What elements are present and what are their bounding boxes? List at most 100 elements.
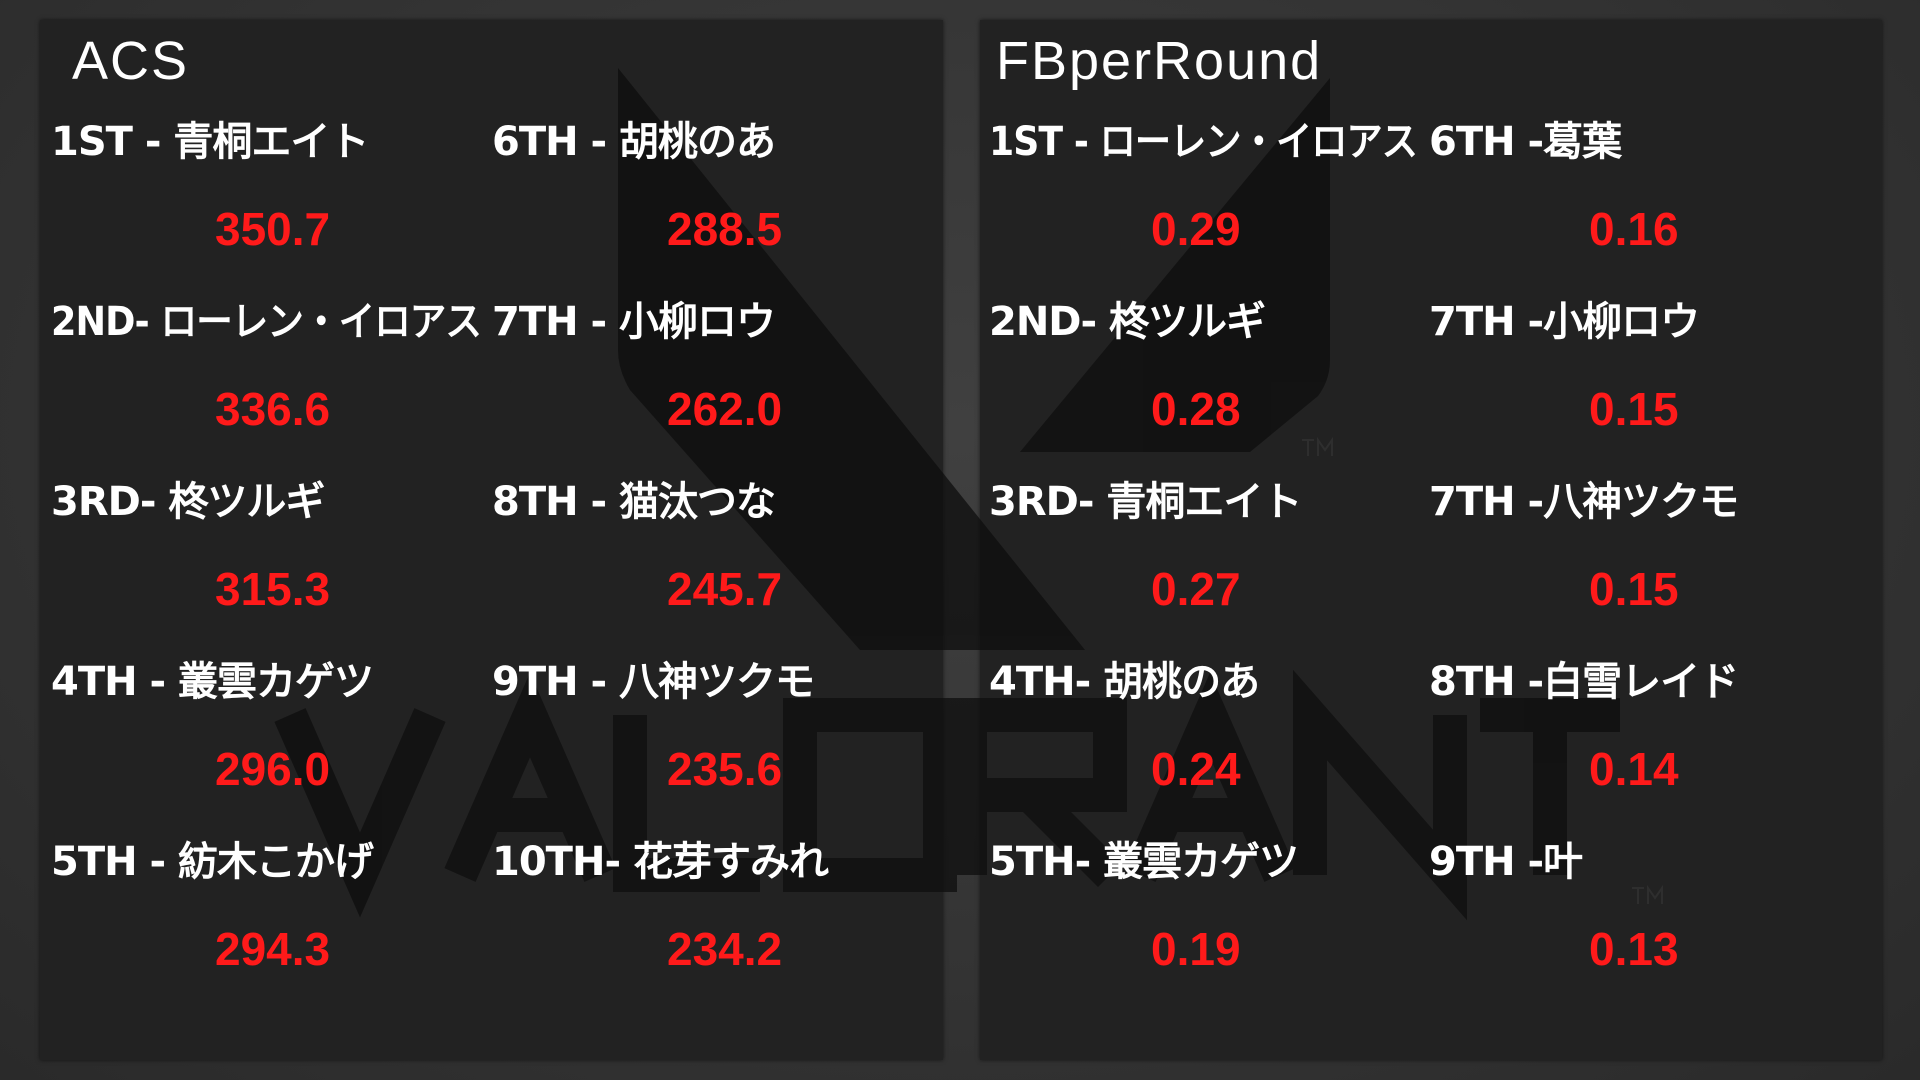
rank-text: 7TH: [1429, 479, 1516, 525]
player-name: 猫汰つな: [619, 479, 776, 525]
ranking-label: 8TH - 猫汰つな: [492, 478, 776, 526]
separator-dash: -: [134, 299, 161, 345]
ranking-label: 2ND- ローレン・イロアス: [51, 298, 482, 346]
separator-dash: -: [1514, 839, 1545, 885]
ranking-label: 8TH -白雪レイド: [1429, 658, 1739, 706]
player-name: 青桐エイト: [1106, 479, 1302, 525]
player-name: 叶: [1543, 839, 1583, 885]
stat-value: 288.5: [667, 203, 783, 255]
ranking-label: 5TH- 叢雲カゲツ: [989, 838, 1299, 886]
separator-dash: -: [577, 119, 620, 165]
ranking-label: 6TH - 胡桃のあ: [492, 118, 776, 166]
rank-text: 9TH: [1429, 839, 1516, 885]
rank-text: 2ND: [51, 299, 135, 345]
rank-text: 10TH: [492, 839, 605, 885]
rank-text: 5TH: [51, 839, 138, 885]
ranking-label: 4TH- 胡桃のあ: [989, 658, 1260, 706]
player-name: 小柳ロウ: [619, 299, 776, 345]
ranking-label: 3RD- 柊ツルギ: [51, 478, 325, 526]
player-name: ローレン・イロアス: [1099, 119, 1418, 165]
player-name: 叢雲カゲツ: [178, 659, 374, 705]
stat-value: 0.27: [1151, 563, 1241, 615]
separator-dash: -: [1074, 659, 1104, 705]
rank-text: 7TH: [492, 299, 579, 345]
player-name: 白雪レイド: [1543, 659, 1739, 705]
player-name: 柊ツルギ: [168, 479, 325, 525]
separator-dash: -: [604, 839, 633, 885]
separator-dash: -: [1077, 479, 1107, 525]
ranking-label: 5TH - 紡木こかげ: [51, 838, 374, 886]
ranking-label: 7TH -八神ツクモ: [1429, 478, 1739, 526]
stat-value: 234.2: [667, 923, 783, 975]
rank-text: 8TH: [1429, 659, 1516, 705]
rank-text: 6TH: [492, 119, 579, 165]
ranking-label: 4TH - 叢雲カゲツ: [51, 658, 374, 706]
separator-dash: -: [1514, 119, 1545, 165]
separator-dash: -: [577, 659, 620, 705]
stat-value: 0.29: [1151, 203, 1241, 255]
stat-value: 296.0: [215, 743, 331, 795]
panel-title: ACS: [72, 31, 190, 91]
stat-value: 0.14: [1589, 743, 1679, 795]
panel-title: FBperRound: [996, 31, 1323, 91]
separator-dash: -: [1514, 659, 1545, 705]
player-name: 葛葉: [1543, 119, 1622, 165]
stat-value: 0.19: [1151, 923, 1241, 975]
separator-dash: -: [1080, 299, 1110, 345]
ranking-label: 1ST - ローレン・イロアス: [989, 118, 1418, 166]
ranking-label: 6TH -葛葉: [1429, 118, 1622, 166]
rank-text: 5TH: [989, 839, 1076, 885]
stat-value: 235.6: [667, 743, 783, 795]
separator-dash: -: [1514, 299, 1545, 345]
stat-value: 0.13: [1589, 923, 1679, 975]
stat-value: 336.6: [215, 383, 331, 435]
stat-value: 315.3: [215, 563, 331, 615]
player-name: 胡桃のあ: [1103, 659, 1260, 705]
player-name: 八神ツクモ: [1543, 479, 1739, 525]
separator-dash: -: [577, 479, 620, 525]
stat-value: 0.28: [1151, 383, 1241, 435]
stat-value: 350.7: [215, 203, 331, 255]
player-name: 花芽すみれ: [632, 839, 829, 885]
separator-dash: -: [131, 119, 174, 165]
ranking-label: 7TH -小柳ロウ: [1429, 298, 1700, 346]
rank-text: 8TH: [492, 479, 579, 525]
player-name: 青桐エイト: [173, 119, 369, 165]
separator-dash: -: [1074, 839, 1104, 885]
rank-text: 3RD: [989, 479, 1079, 525]
stat-value: 0.15: [1589, 383, 1679, 435]
rank-text: 4TH: [51, 659, 138, 705]
player-name: 柊ツルギ: [1109, 299, 1266, 345]
separator-dash: -: [136, 839, 179, 885]
separator-dash: -: [1514, 479, 1545, 525]
ranking-label: 1ST - 青桐エイト: [51, 118, 369, 166]
ranking-label: 9TH - 八神ツクモ: [492, 658, 815, 706]
separator-dash: -: [139, 479, 169, 525]
separator-dash: -: [577, 299, 620, 345]
fb-per-round-panel: [980, 20, 1882, 1060]
stat-value: 0.24: [1151, 743, 1241, 795]
separator-dash: -: [136, 659, 179, 705]
player-name: 八神ツクモ: [619, 659, 815, 705]
rank-text: 6TH: [1429, 119, 1516, 165]
player-name: ローレン・イロアス: [160, 299, 482, 345]
stat-value: 0.15: [1589, 563, 1679, 615]
ranking-label: 3RD- 青桐エイト: [989, 478, 1302, 526]
rank-text: 4TH: [989, 659, 1076, 705]
player-name: 紡木こかげ: [178, 839, 374, 885]
ranking-label: 7TH - 小柳ロウ: [492, 298, 776, 346]
player-name: 小柳ロウ: [1543, 299, 1700, 345]
ranking-label: 2ND- 柊ツルギ: [989, 298, 1266, 346]
player-name: 胡桃のあ: [619, 119, 776, 165]
ranking-label: 10TH- 花芽すみれ: [492, 838, 829, 886]
acs-panel: [40, 20, 943, 1060]
ranking-label: 9TH -叶: [1429, 838, 1583, 886]
stat-value: 245.7: [667, 563, 783, 615]
rank-text: 9TH: [492, 659, 579, 705]
player-name: 叢雲カゲツ: [1103, 839, 1299, 885]
stat-value: 294.3: [215, 923, 331, 975]
rank-text: 1ST: [989, 119, 1063, 165]
rank-text: 2ND: [989, 299, 1082, 345]
stat-value: 0.16: [1589, 203, 1679, 255]
separator-dash: -: [1062, 119, 1100, 165]
